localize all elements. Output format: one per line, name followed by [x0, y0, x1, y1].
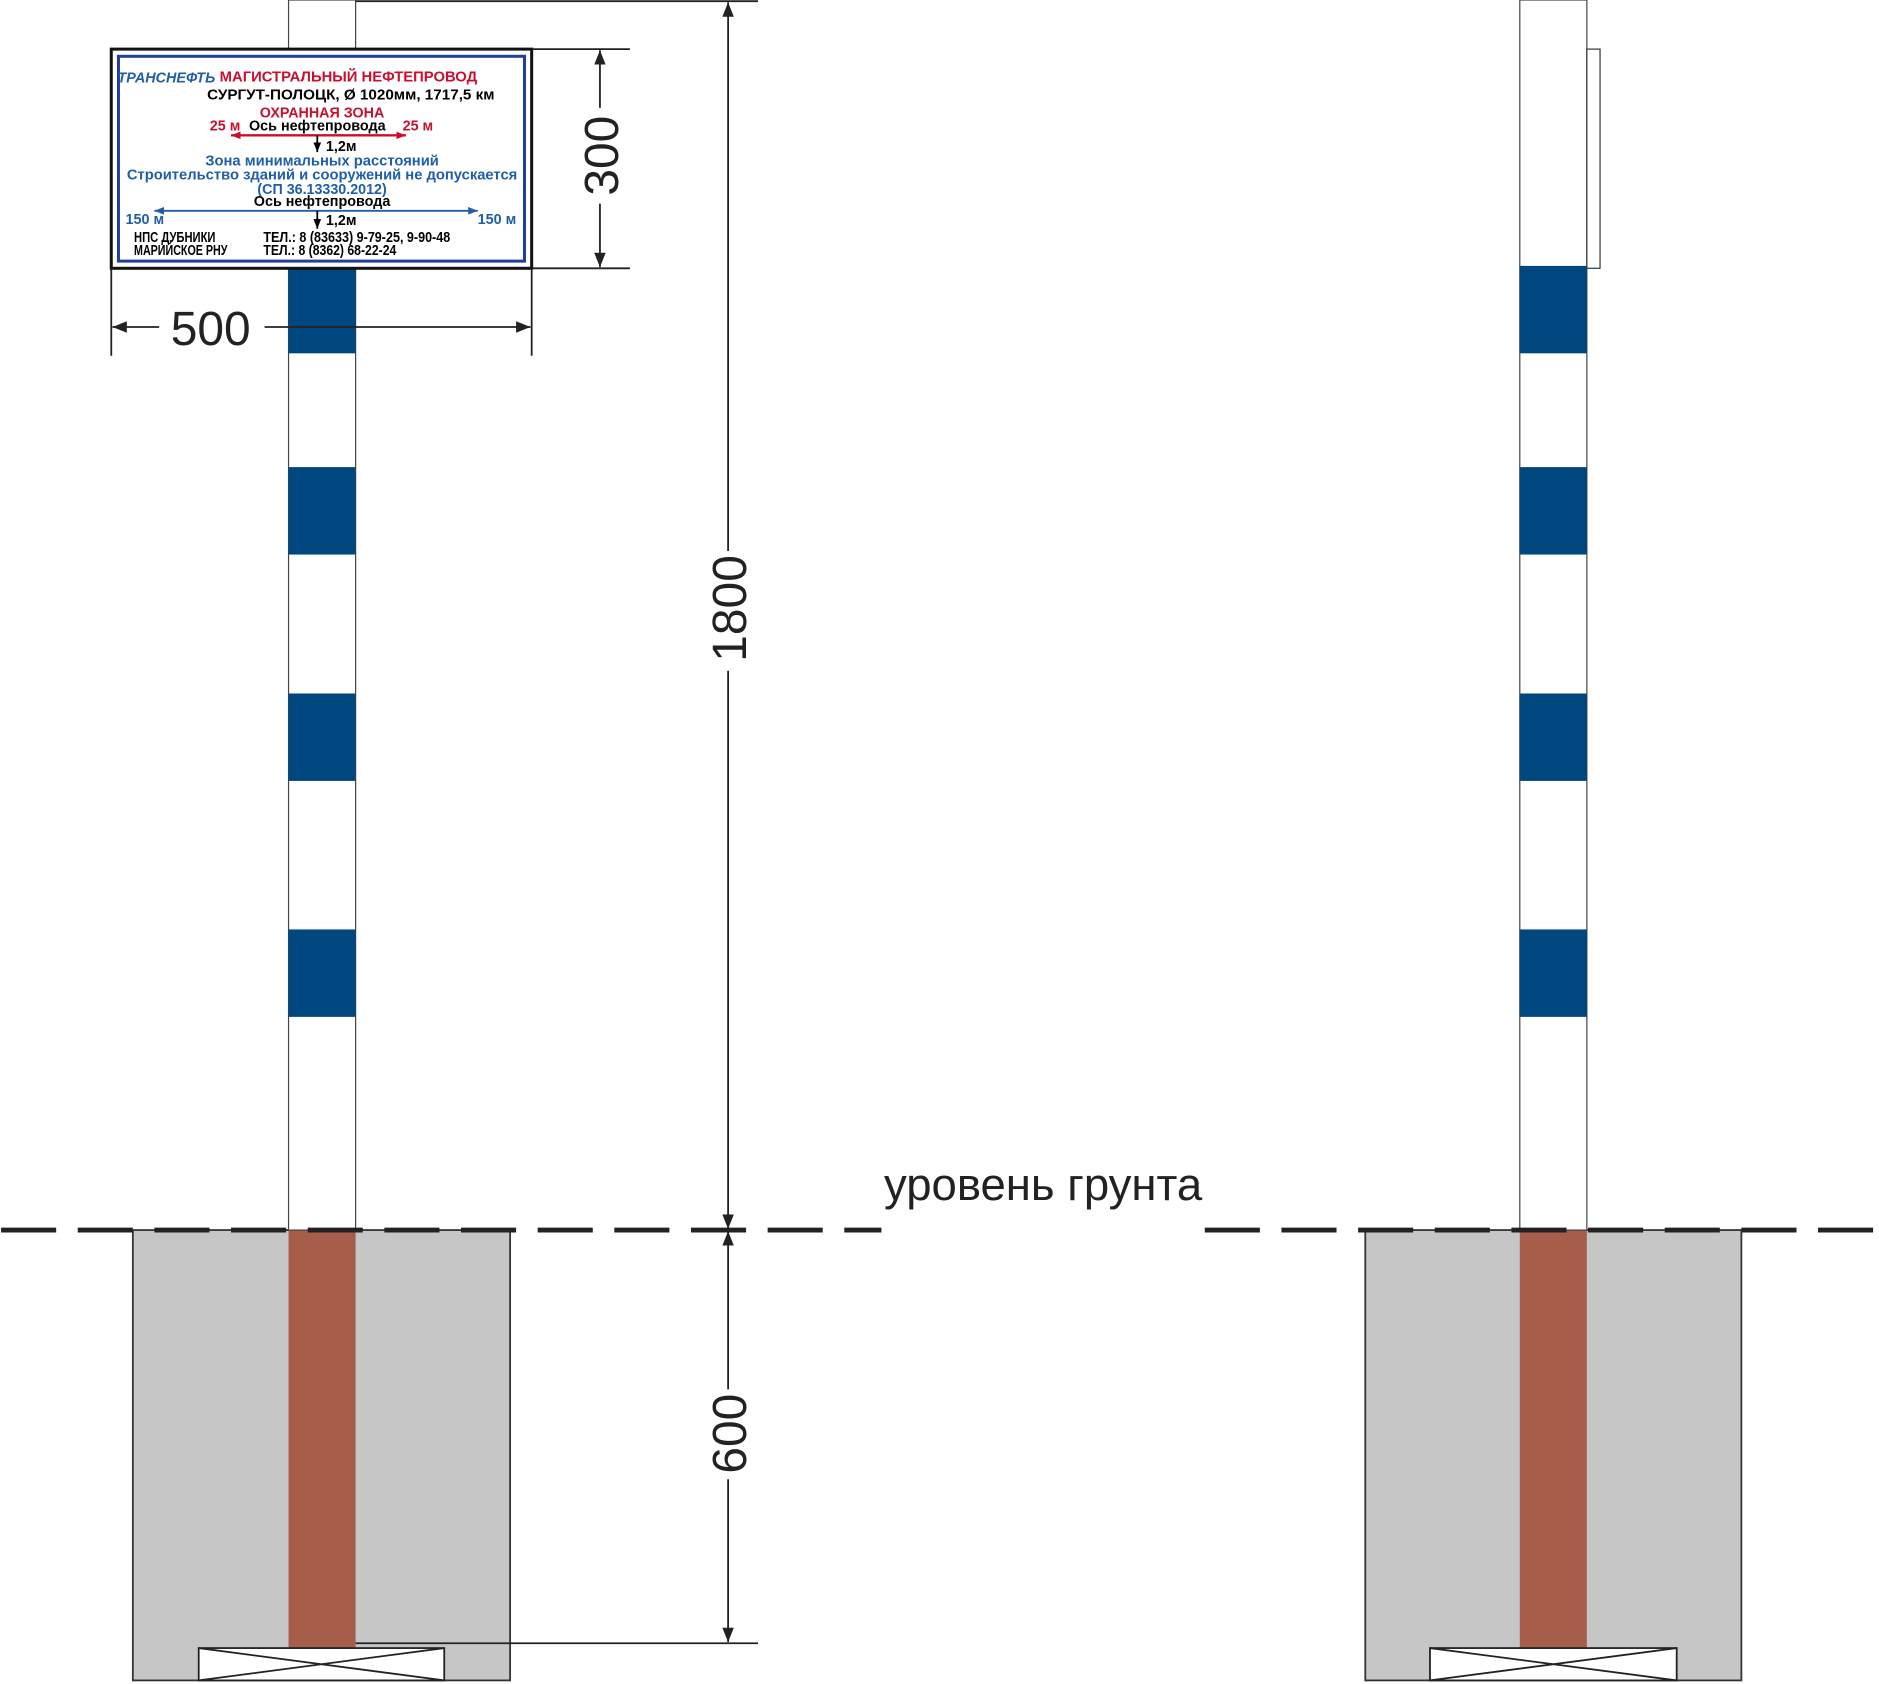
sign-text: 1,2м [326, 139, 357, 155]
ground-label: уровень грунта [884, 1159, 1203, 1210]
dimension-label: 500 [171, 303, 251, 356]
sign-text: (СП 36.13330.2012) [257, 182, 387, 198]
foundation [131, 1229, 1743, 1682]
dimension-label: 600 [704, 1394, 757, 1474]
sign-text: ТЕЛ.: 8 (83633) 9-79-25, 9-90-48 [263, 230, 450, 246]
sign-text: 25 м [403, 119, 434, 135]
sign-title: МАГИСТРАЛЬНЫЙ НЕФТЕПРОВОД [220, 67, 478, 85]
sign-text: 150 м [478, 212, 517, 228]
sign-text: 25 м [210, 119, 241, 135]
sign-text: ОХРАННАЯ ЗОНА [260, 105, 385, 121]
sign-text: МАРИЙСКОЕ РНУ [134, 241, 228, 259]
sign-text: 1,2м [326, 213, 357, 229]
sign-text: 150 м [126, 212, 165, 228]
sign-text: СУРГУТ-ПОЛОЦК, Ø 1020мм, 1717,5 км [207, 87, 494, 103]
sign-text: НПС ДУБНИКИ [134, 230, 215, 246]
dimension-label: 300 [576, 116, 629, 196]
dimension-label: 1800 [704, 555, 757, 662]
dimension-lines [110, 0, 759, 1645]
sign-text: Строительство зданий и сооружений не доп… [127, 168, 517, 184]
sign-text: Ось нефтепровода [249, 119, 387, 135]
sign-text: Зона минимальных расстояний [205, 153, 439, 169]
sign-text: Ось нефтепровода [254, 194, 392, 210]
sign: ТРАНСНЕФТЬ МАГИСТРАЛЬНЫЙ НЕФТЕПРОВОД СУР… [109, 47, 534, 270]
logo: ТРАНСНЕФТЬ [117, 71, 215, 87]
sign-text: ТЕЛ.: 8 (8362) 68-22-24 [263, 243, 396, 259]
